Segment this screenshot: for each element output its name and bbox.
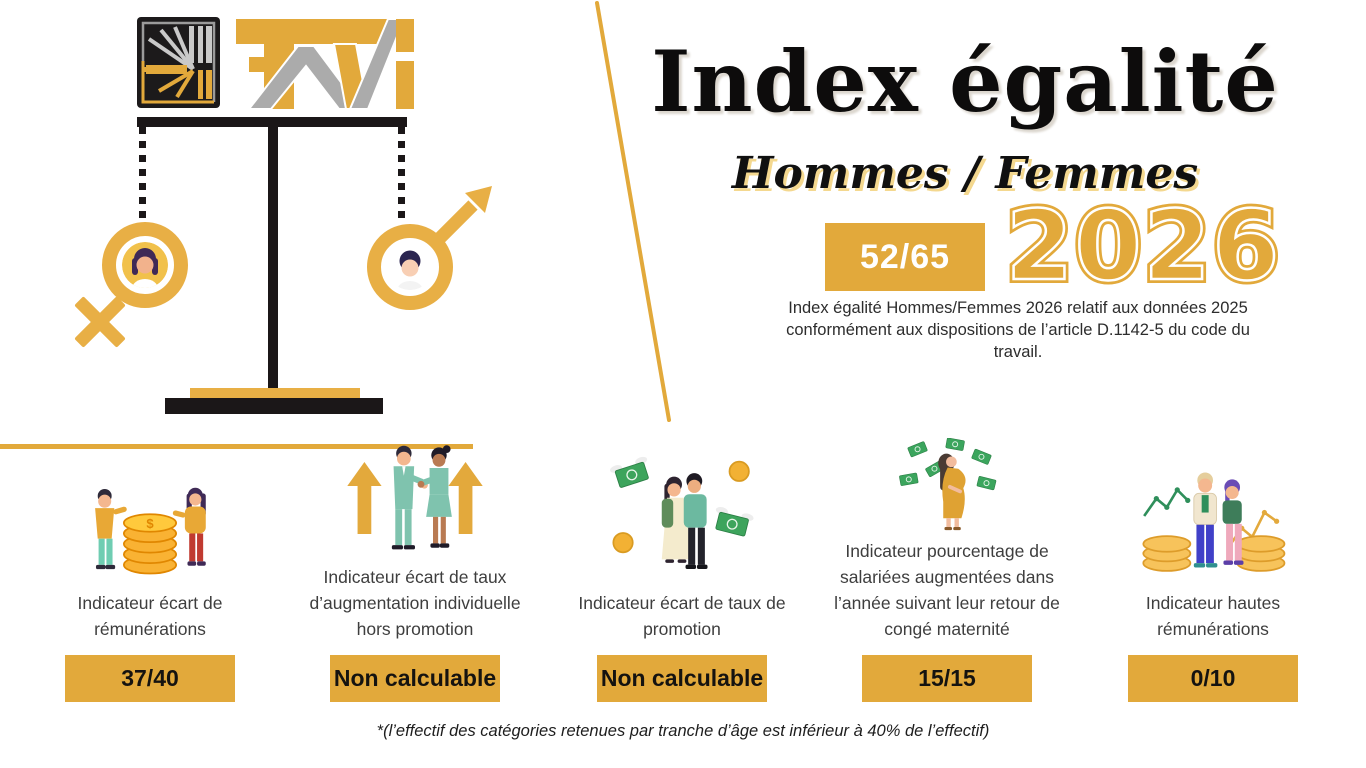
- year-outline-text: 2026 2026: [1002, 190, 1283, 302]
- global-score-badge: 52/65: [825, 223, 985, 291]
- svg-text:$: $: [146, 516, 154, 531]
- handshake-up-arrows-illustration: [347, 445, 483, 550]
- pregnant-woman-banknotes-illustration: [899, 438, 997, 531]
- indicator-score-badge: 15/15: [862, 655, 1032, 702]
- male-symbol: [430, 186, 492, 248]
- indicator-label: Indicateur pourcentage de salariées augm…: [834, 541, 1060, 639]
- indicator-score-badge: 0/10: [1128, 655, 1298, 702]
- female-symbol: [75, 297, 125, 347]
- indicator-label: Indicateur hautes rémunérations: [1145, 593, 1281, 639]
- indicator-augmentations: Indicateur écart de taux d’augmentation …: [295, 438, 535, 702]
- indicator-score-badge: Non calculable: [330, 655, 500, 702]
- indicator-score-badge: Non calculable: [597, 655, 767, 702]
- indicator-score-badge: 37/40: [65, 655, 235, 702]
- indicator-remunerations: $ Indicateur écart de rémunérations 37/4…: [30, 438, 270, 702]
- couple-flying-money-illustration: [610, 456, 754, 570]
- page-title: Index égalité: [651, 32, 1279, 131]
- indicator-label: Indicateur écart de taux de promotion: [578, 593, 786, 639]
- favi-logo-icon: [137, 17, 220, 108]
- favi-wordmark: [236, 18, 414, 109]
- indicator-conge-maternite: Indicateur pourcentage de salariées augm…: [827, 438, 1067, 702]
- indicator-label: Indicateur écart de taux d’augmentation …: [309, 567, 521, 639]
- footnote: *(l’effectif des catégories retenues par…: [376, 722, 990, 740]
- balance-scale-gender-illustration: [75, 117, 492, 414]
- indicator-hautes-remunerations: Indicateur hautes rémunérations 0/10: [1093, 438, 1333, 702]
- legal-description: Index égalité Hommes/Femmes 2026 relatif…: [786, 299, 1250, 361]
- page-subtitle: Hommes / Femmes: [731, 148, 1199, 199]
- man-woman-coin-stack-illustration: $: [95, 487, 206, 575]
- indicator-label: Indicateur écart de rémunérations: [77, 593, 223, 639]
- indicator-promotions: Indicateur écart de taux de promotion No…: [562, 438, 802, 702]
- people-coins-charts-illustration: [1142, 472, 1286, 572]
